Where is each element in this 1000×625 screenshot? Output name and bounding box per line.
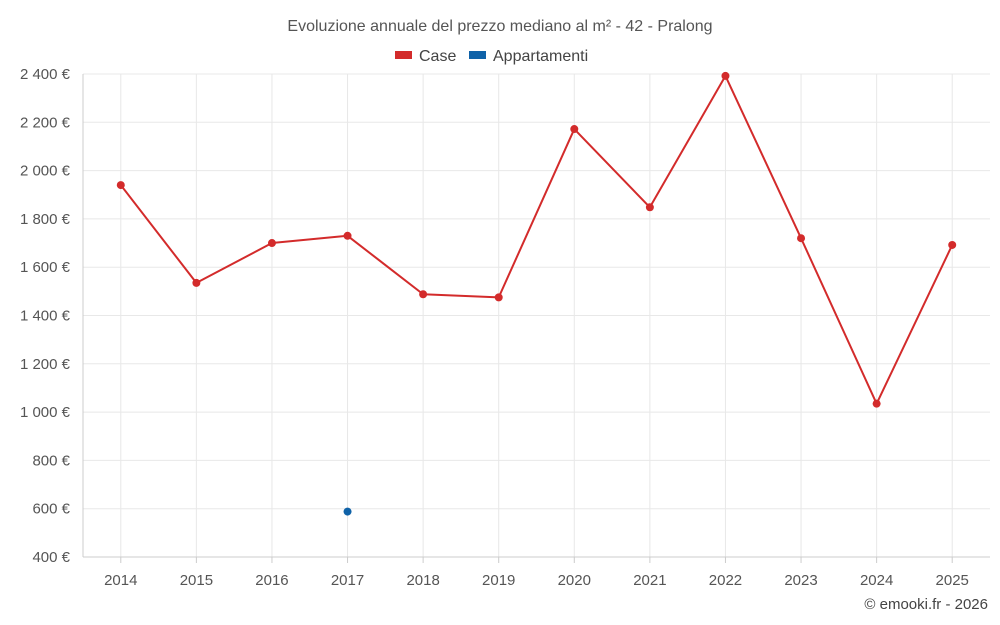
x-tick-label: 2017 [331,572,364,589]
data-point[interactable] [721,71,730,80]
x-tick-label: 2014 [104,572,137,589]
y-tick-label: 1 600 € [20,259,71,276]
y-tick-label: 1 800 € [20,211,71,228]
legend: Case Appartamenti [395,48,588,65]
x-tick-label: 2022 [709,572,742,589]
x-tick-label: 2018 [406,572,439,589]
y-tick-label: 600 € [32,501,70,518]
x-tick-label: 2024 [860,572,893,589]
data-point[interactable] [343,507,352,516]
data-point[interactable] [872,399,881,408]
data-point[interactable] [570,125,579,134]
legend-swatch-case [395,51,412,59]
x-tick-label: 2015 [180,572,213,589]
data-point[interactable] [192,278,201,287]
data-point[interactable] [116,181,125,190]
legend-label-appartamenti[interactable]: Appartamenti [493,48,588,65]
data-point[interactable] [494,293,503,302]
grid [83,73,990,557]
y-tick-label: 800 € [32,452,70,469]
x-tick-label: 2023 [784,572,817,589]
data-point[interactable] [797,234,806,243]
chart-title: Evoluzione annuale del prezzo mediano al… [287,18,712,35]
axes: 400 € 600 € 800 € 1 000 € 1 200 € 1 400 € 1 60… [20,66,990,589]
y-tick-label: 1 200 € [20,356,71,373]
y-tick-label: 2 400 € [20,66,71,83]
legend-swatch-appartamenti [469,51,486,59]
series-1 [343,507,352,516]
data-point[interactable] [948,240,957,249]
legend-label-case[interactable]: Case [419,48,456,65]
data-point[interactable] [267,239,276,248]
x-tick-label: 2025 [936,572,969,589]
y-tick-label: 1 000 € [20,404,71,421]
data-point[interactable] [645,203,654,212]
credit-text: © emooki.fr - 2026 [864,596,988,613]
data-point[interactable] [343,231,352,240]
data-point[interactable] [419,290,428,299]
x-tick-label: 2019 [482,572,515,589]
x-tick-label: 2016 [255,572,288,589]
series-0 [116,71,957,408]
series-line [120,74,954,405]
y-tick-label: 2 000 € [20,163,71,180]
series [116,71,957,516]
y-tick-label: 400 € [32,549,70,566]
x-tick-label: 2021 [633,572,666,589]
y-tick-label: 2 200 € [20,114,71,131]
y-tick-label: 1 400 € [20,308,71,325]
x-tick-label: 2020 [558,572,591,589]
